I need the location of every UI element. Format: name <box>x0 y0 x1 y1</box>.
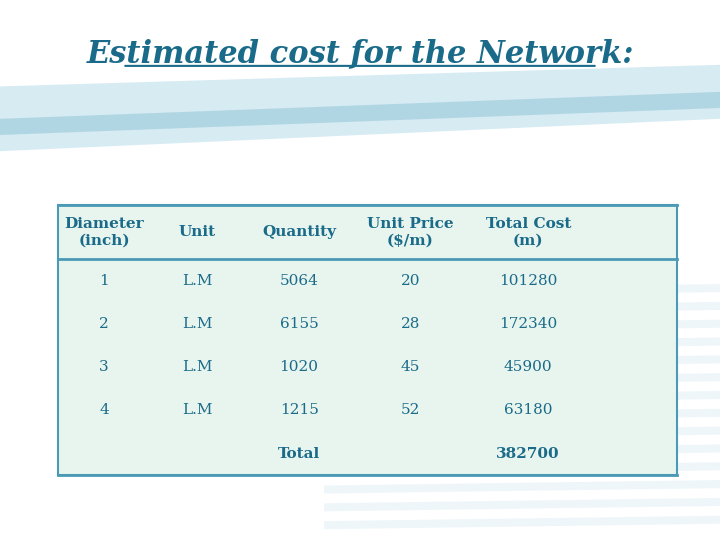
Text: Total Cost
(m): Total Cost (m) <box>485 217 571 247</box>
Polygon shape <box>324 284 720 298</box>
Text: Diameter
(inch): Diameter (inch) <box>64 217 144 247</box>
Text: 45900: 45900 <box>504 360 552 374</box>
Text: 1: 1 <box>99 274 109 288</box>
Polygon shape <box>324 391 720 404</box>
Polygon shape <box>324 480 720 494</box>
Text: 172340: 172340 <box>499 317 557 331</box>
Polygon shape <box>324 373 720 387</box>
Polygon shape <box>324 302 720 315</box>
Text: 3: 3 <box>99 360 109 374</box>
Polygon shape <box>324 498 720 511</box>
Text: 20: 20 <box>401 274 420 288</box>
Text: 4: 4 <box>99 403 109 417</box>
Text: 2: 2 <box>99 317 109 331</box>
Text: Unit: Unit <box>179 225 215 239</box>
Text: L.M: L.M <box>181 274 212 288</box>
Text: Total: Total <box>278 447 320 461</box>
Text: 382700: 382700 <box>496 447 560 461</box>
Text: L.M: L.M <box>181 403 212 417</box>
Polygon shape <box>0 65 720 151</box>
Text: 45: 45 <box>401 360 420 374</box>
Polygon shape <box>324 355 720 369</box>
Text: Unit Price
($/m): Unit Price ($/m) <box>367 217 454 247</box>
Polygon shape <box>324 338 720 351</box>
Polygon shape <box>324 516 720 529</box>
Text: 6155: 6155 <box>279 317 318 331</box>
Text: 63180: 63180 <box>504 403 552 417</box>
Text: L.M: L.M <box>181 317 212 331</box>
FancyBboxPatch shape <box>58 205 677 475</box>
Text: 5064: 5064 <box>279 274 318 288</box>
Polygon shape <box>0 92 720 135</box>
Text: 1215: 1215 <box>279 403 318 417</box>
Polygon shape <box>324 427 720 440</box>
Text: 52: 52 <box>401 403 420 417</box>
Polygon shape <box>324 444 720 458</box>
Text: Estimated cost for the Network:: Estimated cost for the Network: <box>86 38 634 69</box>
Text: 101280: 101280 <box>499 274 557 288</box>
Polygon shape <box>324 320 720 333</box>
Text: 1020: 1020 <box>279 360 318 374</box>
Text: 28: 28 <box>401 317 420 331</box>
Polygon shape <box>324 462 720 476</box>
Text: Quantity: Quantity <box>262 225 336 239</box>
Polygon shape <box>324 409 720 422</box>
Text: L.M: L.M <box>181 360 212 374</box>
